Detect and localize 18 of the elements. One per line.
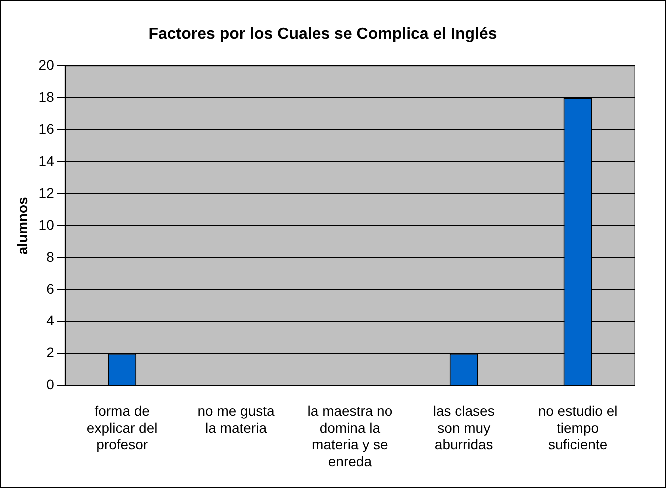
y-tick-label: 4 [46,312,55,329]
x-tick-label: la maestra no domina la materia y se enreda [308,403,393,470]
x-tick-label: las clases son muy aburridas [433,403,495,453]
x-tick-label: no me gusta la materia [198,403,275,436]
y-tick-label: 10 [38,216,55,233]
y-tick-label: 20 [38,57,55,74]
x-tick-label: forma de explicar del profesor [86,403,158,453]
chart-title: Factores por los Cuales se Complica el Inglés [148,26,498,44]
y-tick-label: 8 [46,248,55,265]
y-tick-label: 16 [38,120,55,137]
y-tick-label: 12 [38,184,55,201]
y-tick-label: 0 [46,376,55,393]
y-tick-label: 18 [38,89,55,106]
y-tick-label: 14 [38,152,55,169]
y-tick-label: 2 [46,344,55,361]
x-tick-label: no estudio el tiempo suficiente [538,403,618,453]
y-axis-title: alumnos [14,197,30,255]
y-tick-label: 6 [46,280,55,297]
